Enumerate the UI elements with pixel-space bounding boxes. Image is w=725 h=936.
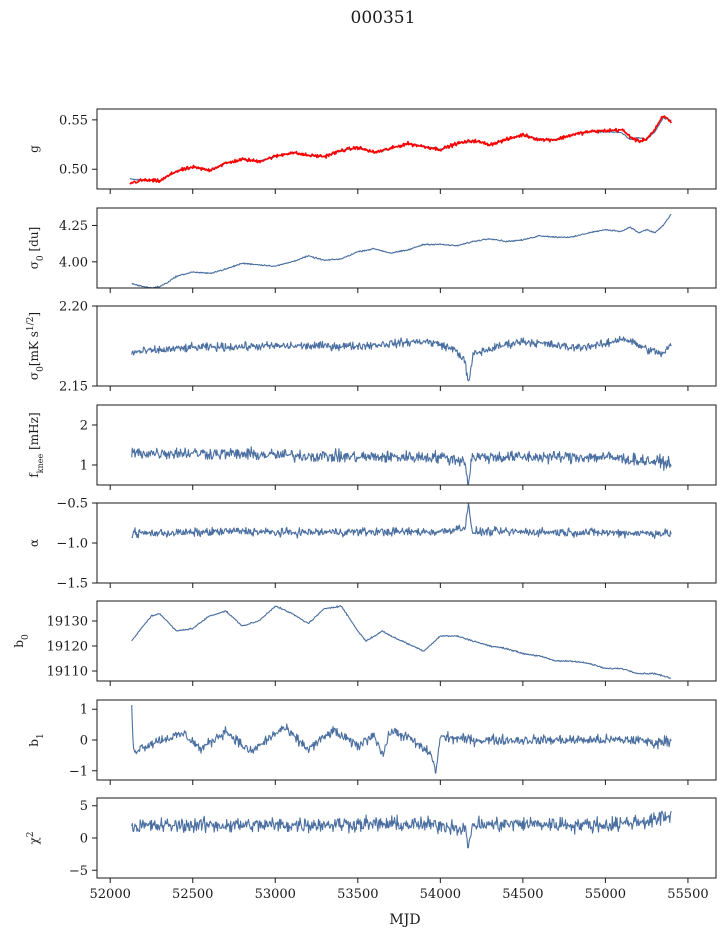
panel-5: −1.5 −1.0 −0.5 α: [27, 497, 717, 592]
y-tick-label: 2.20: [59, 300, 88, 315]
x-tick-label: 53500: [337, 887, 378, 902]
axes-frame: [96, 305, 717, 387]
axes-frame: [96, 207, 717, 289]
series-line-7-1: [131, 704, 672, 774]
series-line-1-2: [129, 115, 672, 185]
x-tick-label: 54000: [420, 887, 461, 902]
y-axis-label: α: [27, 539, 41, 547]
series-line-3-1: [131, 335, 672, 382]
y-tick-label: −1.0: [56, 537, 88, 552]
axes-frame: [96, 502, 717, 584]
y-tick-label: 0.55: [59, 113, 88, 128]
y-tick-label: 0: [80, 832, 88, 847]
figure-title: 000351: [351, 8, 416, 28]
panels: 0.50 0.55 g 4.00 4.25 σ0 [du] 2.15 2.20 σ0[mK s1…: [12, 108, 717, 902]
x-tick-label: 55000: [585, 887, 626, 902]
panel-6: 19110 19120 19130 b0: [12, 600, 717, 686]
y-axis-label: χ2: [26, 831, 41, 844]
y-tick-label: −1.5: [56, 577, 88, 592]
y-tick-label: −1: [69, 764, 88, 779]
x-tick-label: 54500: [502, 887, 543, 902]
axes-frame: [96, 600, 717, 682]
x-axis-label: MJD: [389, 912, 420, 928]
y-tick-label: 4.25: [59, 219, 88, 234]
axes-frame: [96, 797, 717, 879]
series-line-5-1: [131, 502, 672, 540]
y-tick-label: −5: [69, 864, 88, 879]
series-line-8-1: [131, 810, 672, 849]
x-tick-label: 55500: [667, 887, 708, 902]
series-line-4-1: [131, 446, 672, 486]
y-tick-label: 5: [80, 799, 88, 814]
panel-2: 4.00 4.25 σ0 [du]: [27, 207, 717, 293]
y-tick-label: 1: [80, 459, 88, 474]
y-tick-label: 0.50: [59, 163, 88, 178]
y-axis-label: g: [27, 145, 41, 153]
y-axis-label: b1: [27, 733, 46, 746]
y-tick-label: 19110: [47, 665, 88, 680]
y-axis-label: σ0[mK s1/2]: [26, 312, 46, 380]
y-tick-label: 2.15: [59, 380, 88, 395]
y-tick-label: 0: [80, 734, 88, 749]
y-axis-label: b0: [12, 634, 31, 648]
panel-8: −5 0 5 52000 52500 53000 53500 54000 54500 55000 5…: [26, 797, 717, 902]
y-tick-label: 4.00: [59, 255, 88, 270]
x-tick-label: 53000: [255, 887, 296, 902]
y-tick-label: 1: [80, 703, 88, 718]
panel-4: 1 2 fknee [mHz]: [27, 404, 717, 490]
y-tick-label: 19130: [47, 615, 88, 630]
y-axis-label: fknee [mHz]: [27, 412, 45, 477]
series-line-6-1: [131, 605, 672, 679]
axes-frame: [96, 108, 717, 190]
x-tick-label: 52500: [172, 887, 213, 902]
y-tick-label: 2: [80, 419, 88, 434]
axes-frame: [96, 404, 717, 486]
y-tick-label: 19120: [47, 640, 88, 655]
panel-7: −1 0 1 b1: [27, 699, 717, 785]
y-tick-label: −0.5: [56, 497, 88, 512]
x-tick-label: 52000: [90, 887, 131, 902]
series-line-1-1: [129, 116, 672, 182]
panel-3: 2.15 2.20 σ0[mK s1/2]: [26, 300, 717, 395]
panel-1: 0.50 0.55 g: [27, 108, 717, 194]
y-axis-label: σ0 [du]: [27, 227, 46, 270]
series-line-2-1: [131, 213, 672, 289]
